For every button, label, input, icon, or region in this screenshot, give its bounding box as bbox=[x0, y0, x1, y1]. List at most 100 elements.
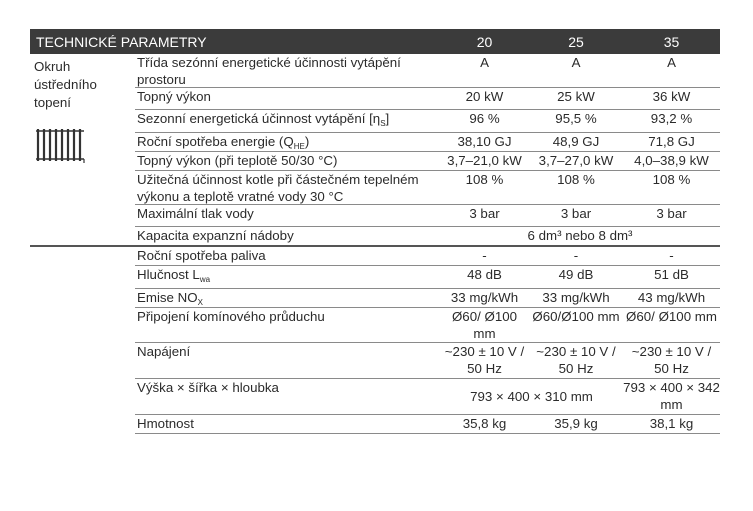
column-header-35: 35 bbox=[663, 33, 680, 50]
label-text: Výška × šířka × hloubka bbox=[137, 380, 279, 395]
label-text: Hmotnost bbox=[137, 416, 194, 431]
label-text: Třída sezónní energetické účinnosti vytá… bbox=[137, 55, 401, 87]
table-row: Emise NOX 33 mg/kWh 33 mg/kWh 43 mg/kWh bbox=[135, 289, 720, 308]
table-row: Hlučnost Lwa 48 dB 49 dB 51 dB bbox=[135, 266, 720, 289]
table-row: Topný výkon 20 kW 25 kW 36 kW bbox=[135, 88, 720, 110]
row-value: 20 kW bbox=[465, 89, 504, 104]
label-suffix: ) bbox=[304, 134, 310, 149]
row-value: Ø60/ Ø100 mm bbox=[451, 309, 518, 341]
row-value: 38,1 kg bbox=[649, 416, 694, 431]
row-value: - bbox=[573, 248, 579, 263]
row-value: ~230 ± 10 V / 50 Hz bbox=[631, 344, 712, 376]
table-row: Roční spotřeba paliva - - - bbox=[135, 247, 720, 266]
label-subscript: S bbox=[380, 119, 386, 128]
label-text: Topný výkon (při teplotě 50/30 °C) bbox=[137, 153, 338, 168]
row-label: Hlučnost Lwa bbox=[135, 266, 440, 288]
table-row: Výška × šířka × hloubka 793 × 400 × 310 m… bbox=[135, 379, 720, 415]
row-label: Třída sezónní energetické účinnosti vytá… bbox=[135, 54, 440, 87]
table-row: Užitečná účinnost kotle při částečném te… bbox=[135, 171, 720, 205]
row-value: - bbox=[482, 248, 487, 263]
label-text: Topný výkon bbox=[137, 89, 211, 104]
label-text: Napájení bbox=[137, 344, 191, 359]
row-value: 71,8 GJ bbox=[648, 134, 695, 149]
table-row: Roční spotřeba energie (QHE) 38,10 GJ 48,9… bbox=[135, 133, 720, 152]
row-label: Emise NOX bbox=[135, 289, 440, 307]
table-row: Kapacita expanzní nádoby 6 dm³ nebo 8 dm³ bbox=[30, 227, 720, 247]
row-value: - bbox=[669, 248, 674, 263]
row-value: 35,8 kg bbox=[462, 416, 507, 431]
row-value: 3,7–21,0 kW bbox=[447, 153, 522, 168]
table-header: TECHNICKÉ PARAMETRY 20 25 35 bbox=[30, 29, 720, 54]
column-header-20: 20 bbox=[476, 33, 493, 50]
row-label: Topný výkon bbox=[135, 88, 440, 109]
row-value: 25 kW bbox=[557, 89, 595, 104]
row-value: 95,5 % bbox=[555, 111, 597, 126]
row-value-span: 6 dm³ nebo 8 dm³ bbox=[527, 228, 633, 243]
row-value: 108 % bbox=[557, 172, 595, 187]
table-row: Sezonní energetická účinnost vytápění [η… bbox=[135, 110, 720, 133]
row-value: 108 % bbox=[652, 172, 691, 187]
row-value: A bbox=[480, 55, 489, 70]
row-value: 93,2 % bbox=[650, 111, 693, 126]
row-value: Ø60/ Ø100 mm bbox=[626, 309, 717, 324]
label-subscript: wa bbox=[199, 275, 211, 284]
row-value: A bbox=[667, 55, 676, 70]
column-header-25: 25 bbox=[568, 33, 584, 50]
table-title: TECHNICKÉ PARAMETRY bbox=[36, 33, 207, 50]
table-row: Třída sezónní energetické účinnosti vytá… bbox=[135, 54, 720, 88]
row-label: Výška × šířka × hloubka bbox=[135, 379, 440, 414]
row-value: 793 × 400 × 342 mm bbox=[623, 380, 720, 412]
row-label: Topný výkon (při teplotě 50/30 °C) bbox=[135, 152, 440, 170]
row-label: Roční spotřeba energie (QHE) bbox=[135, 133, 440, 151]
table-body: Okruh ústředního topení Třída sezónní en… bbox=[30, 54, 720, 434]
label-text: Roční spotřeba energie (Q bbox=[137, 134, 294, 149]
label-suffix: ] bbox=[385, 111, 390, 126]
label-subscript: HE bbox=[293, 142, 305, 151]
row-value: 48 dB bbox=[467, 267, 502, 282]
row-value: 38,10 GJ bbox=[457, 134, 512, 149]
label-text: Emise NO bbox=[137, 290, 198, 305]
row-value: ~230 ± 10 V / 50 Hz bbox=[536, 344, 616, 376]
row-value: Ø60/Ø100 mm bbox=[532, 309, 620, 324]
table-row: Připojení komínového průduchu Ø60/ Ø100 m… bbox=[135, 308, 720, 343]
label-text: Připojení komínového průduchu bbox=[137, 309, 325, 324]
radiator-icon bbox=[36, 129, 85, 163]
row-value: ~230 ± 10 V / 50 Hz bbox=[444, 344, 525, 376]
row-value: 33 mg/kWh bbox=[450, 290, 519, 305]
row-value-span: 793 × 400 × 310 mm bbox=[470, 389, 593, 404]
row-value: 3 bar bbox=[560, 206, 592, 221]
row-label: Napájení bbox=[135, 343, 440, 378]
table-row: Napájení ~230 ± 10 V / 50 Hz ~230 ± 10 V /… bbox=[135, 343, 720, 379]
group-label: Okruh ústředního topení bbox=[34, 59, 97, 110]
technical-parameters-table: TECHNICKÉ PARAMETRY 20 25 35 Okruh ústře… bbox=[30, 29, 720, 434]
row-value: 49 dB bbox=[558, 267, 594, 282]
label-text: Hlučnost L bbox=[137, 267, 200, 282]
row-label: Hmotnost bbox=[135, 415, 440, 433]
row-label: Užitečná účinnost kotle při částečném te… bbox=[135, 171, 440, 204]
row-label: Připojení komínového průduchu bbox=[135, 308, 440, 342]
row-value: 48,9 GJ bbox=[552, 134, 600, 149]
row-value: 4,0–38,9 kW bbox=[634, 153, 709, 168]
row-label: Roční spotřeba paliva bbox=[135, 247, 440, 265]
row-value: 3,7–27,0 kW bbox=[538, 153, 614, 168]
row-value: 43 mg/kWh bbox=[637, 290, 706, 305]
row-label: Sezonní energetická účinnost vytápění [η… bbox=[135, 110, 440, 132]
group-label-heating-circuit: Okruh ústředního topení bbox=[30, 54, 130, 169]
row-value: 3 bar bbox=[469, 206, 500, 221]
table-row: Topný výkon (při teplotě 50/30 °C) 3,7–21… bbox=[135, 152, 720, 171]
label-subscript: X bbox=[197, 298, 203, 307]
row-value: 3 bar bbox=[656, 206, 687, 221]
label-text: Užitečná účinnost kotle při částečném te… bbox=[137, 172, 419, 204]
label-text: Maximální tlak vody bbox=[137, 206, 254, 221]
row-value: A bbox=[571, 55, 581, 70]
row-label: Kapacita expanzní nádoby bbox=[135, 227, 440, 245]
row-label: Maximální tlak vody bbox=[135, 205, 440, 226]
label-text: Kapacita expanzní nádoby bbox=[137, 228, 294, 243]
row-value: 108 % bbox=[465, 172, 504, 187]
table-row: Maximální tlak vody 3 bar 3 bar 3 bar bbox=[135, 205, 720, 227]
row-value: 33 mg/kWh bbox=[542, 290, 610, 305]
row-value: 35,9 kg bbox=[554, 416, 598, 431]
row-value: 51 dB bbox=[654, 267, 689, 282]
row-value: 36 kW bbox=[652, 89, 691, 104]
row-value: 96 % bbox=[469, 111, 500, 126]
